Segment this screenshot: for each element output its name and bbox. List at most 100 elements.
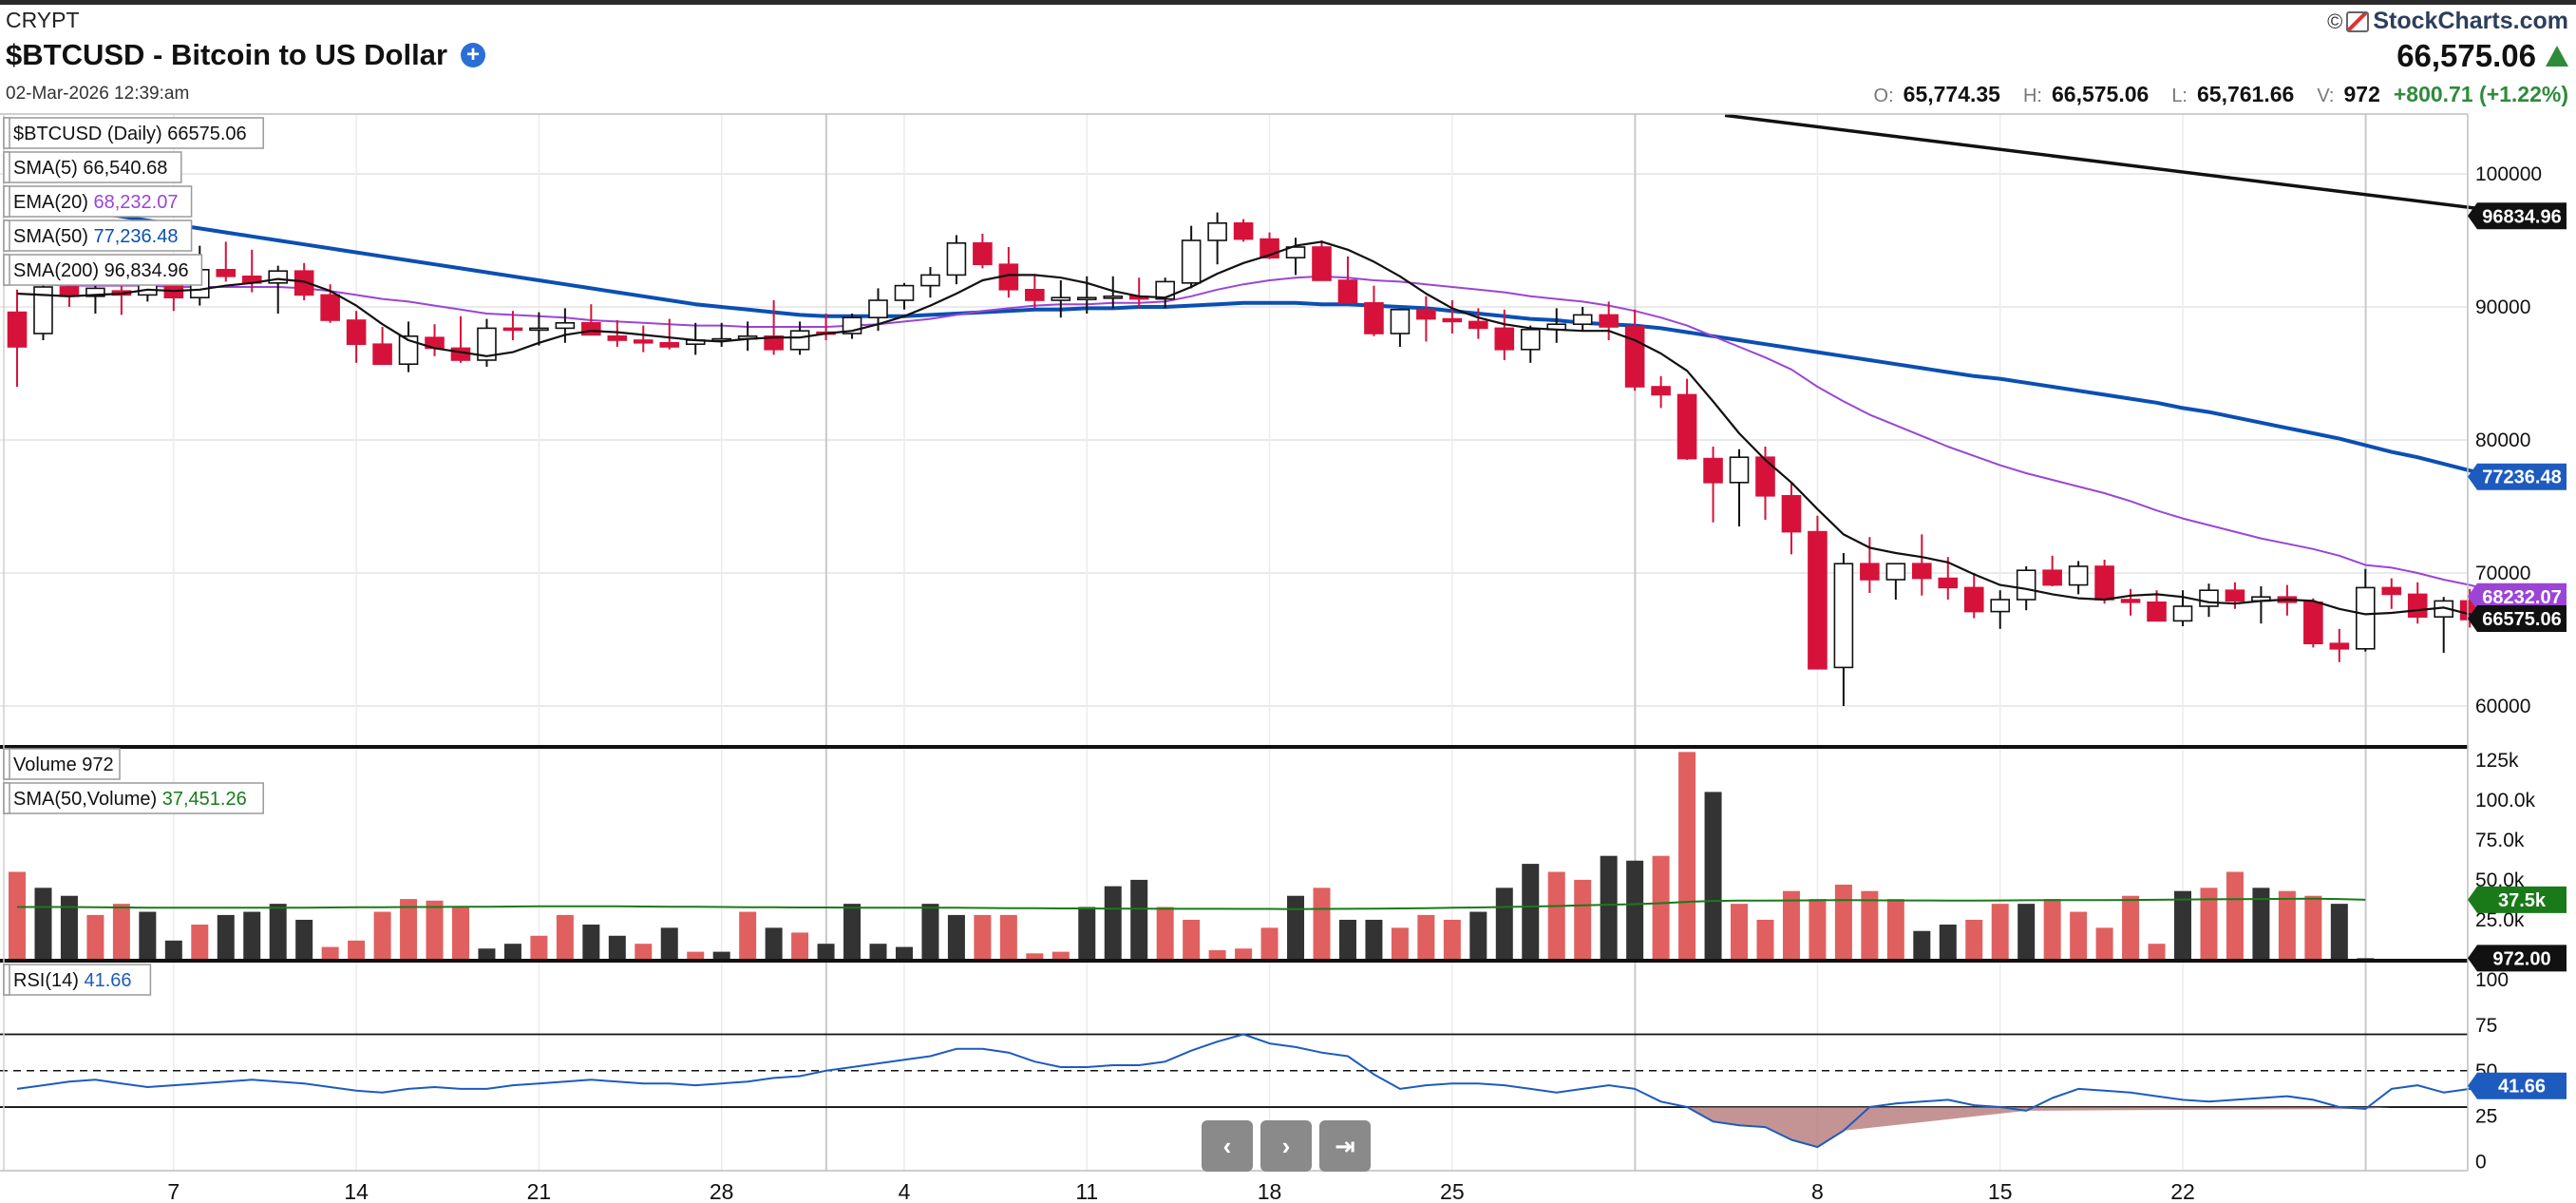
volume-bar	[817, 944, 835, 960]
scroll-left-button[interactable]: ‹	[1202, 1120, 1253, 1172]
candle-body	[2068, 565, 2089, 586]
rsi-axis-label: 100	[2475, 969, 2509, 991]
candle-body	[2147, 601, 2167, 622]
candle-body	[1599, 314, 1619, 328]
scroll-right-button[interactable]: ›	[1260, 1120, 1312, 1172]
volume-legend-swatch	[3, 782, 10, 814]
brand-logo[interactable]: © StockCharts.com	[2327, 8, 2568, 35]
volume-bar	[1939, 925, 1957, 960]
rsi-axis-label: 25	[2475, 1106, 2497, 1128]
ema20-line	[16, 275, 2523, 598]
volume-bar	[660, 927, 678, 960]
volume-bar	[2174, 890, 2192, 960]
candle-body	[1285, 246, 1306, 258]
volume-axis-label: 50.0k	[2475, 869, 2525, 891]
candle-body	[1729, 456, 1750, 484]
volume-bar	[1365, 919, 1383, 960]
volume-bar	[608, 935, 626, 960]
legends: $BTCUSD (Daily) 66575.06 SMA(5) 66,540.68…	[3, 117, 264, 996]
candle-body	[529, 327, 549, 332]
volume-bar	[1183, 919, 1201, 960]
brand-name: StockCharts.com	[2373, 8, 2568, 34]
volume-bar	[1913, 930, 1931, 960]
candle-body	[2016, 569, 2036, 601]
x-axis-label: 15	[1988, 1179, 2013, 1203]
candle-body	[1938, 577, 1959, 589]
candle-body	[1755, 456, 1775, 497]
volume-bar	[139, 911, 157, 960]
last-price: 66,575.06	[2396, 38, 2536, 73]
month-separators	[824, 114, 2367, 1171]
volume-bar	[1495, 888, 1513, 960]
x-axis: 7 14 21 28 4 11 18 25 8 15 22	[167, 1179, 2194, 1203]
price-legend-item: SMA(50) 77,236.48	[3, 220, 193, 252]
volume-bar	[1313, 888, 1331, 960]
price-tag-text: 77236.48	[2482, 468, 2561, 488]
scroll-to-end-button[interactable]: ⇥	[1319, 1120, 1371, 1172]
price-legend-item: SMA(200) 96,834.96	[3, 254, 203, 286]
price-change: +800.71 (+1.22%)	[2393, 82, 2568, 106]
sma5-path	[16, 240, 2496, 621]
high-value: 66,575.06	[2051, 82, 2150, 106]
add-plus-icon[interactable]: +	[461, 43, 486, 67]
open-value: 65,774.35	[1903, 82, 2000, 106]
ohlc-readout: O: 65,774.35 H: 66,575.06 L: 65,761.66 V…	[1874, 82, 2568, 107]
volume-bar	[765, 927, 783, 960]
volume-bar	[2304, 895, 2322, 960]
volume-legend-text: SMA(50,Volume) 37,451.26	[13, 789, 247, 810]
volume-bar	[999, 914, 1017, 960]
candle-body	[1624, 326, 1645, 388]
volume-bar	[191, 925, 209, 960]
candle-body	[1990, 599, 2011, 613]
chart-grid	[0, 114, 2468, 1171]
candle-body	[1155, 280, 1175, 300]
volume-bar	[243, 911, 261, 960]
volume-bar	[1731, 904, 1749, 960]
x-axis-label: 7	[167, 1179, 180, 1203]
rsi-legend-item: RSI(14) 41.66	[3, 964, 152, 996]
candle-body	[398, 334, 419, 365]
chart-datetime: 02-Mar-2026 12:39:am	[6, 84, 190, 104]
volume-bar	[1443, 919, 1461, 960]
x-axis-label: 25	[1440, 1179, 1465, 1203]
volume-bar	[1834, 884, 1852, 960]
volume-tag-bg	[2468, 886, 2567, 913]
low-label: L:	[2171, 86, 2188, 106]
price-legend-box	[3, 151, 182, 183]
candle-body	[372, 343, 392, 366]
candle-body	[1312, 246, 1332, 281]
x-axis-label: 18	[1258, 1179, 1282, 1203]
candle-body	[1703, 457, 1723, 484]
candle-body	[659, 341, 680, 348]
y-axes: 100000 90000 80000 70000 60000 125k 100.0k 75.0…	[2475, 163, 2542, 1173]
volume-bar	[1965, 919, 1983, 960]
sma5-line	[16, 240, 2496, 621]
volume-legend-text: Volume 972	[13, 754, 114, 775]
volume-bar	[478, 948, 496, 960]
candle-body	[1233, 222, 1254, 240]
price-legend-item: $BTCUSD (Daily) 66575.06	[3, 117, 264, 149]
high-label: H:	[2022, 86, 2042, 106]
candle-body	[633, 339, 653, 344]
volume-bar	[1417, 914, 1435, 960]
price-tag-text: 68232.07	[2482, 587, 2561, 608]
volume-axis-label: 125k	[2475, 750, 2519, 772]
volume-bar	[2278, 890, 2296, 960]
candle-body	[2199, 589, 2219, 607]
volume-bar	[635, 944, 653, 960]
candle-body	[33, 286, 53, 334]
candle-body	[1364, 301, 1384, 334]
last-price-display: 66,575.06	[2396, 38, 2568, 74]
price-tag-text: 96834.96	[2482, 206, 2561, 227]
volume-bars	[9, 752, 2375, 960]
candle-body	[894, 284, 915, 301]
candle-body	[2042, 569, 2062, 586]
volume-sma-line	[17, 897, 2366, 910]
x-axis-label: 8	[1811, 1179, 1824, 1203]
panel-frames	[0, 113, 2469, 1172]
price-tag: 96834.96	[2468, 202, 2567, 230]
volume-bar	[86, 914, 104, 960]
rsi-legend-box	[3, 964, 152, 996]
volume-axis-label: 25.0k	[2475, 909, 2525, 931]
